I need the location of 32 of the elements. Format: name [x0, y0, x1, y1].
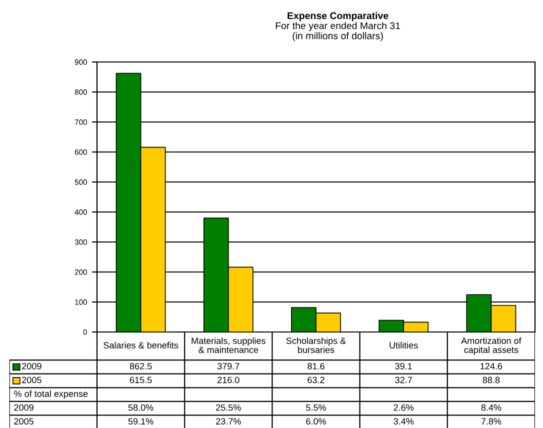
data-label: 39.1 [395, 362, 412, 370]
data-label: 615.5 [130, 376, 152, 384]
data-label: 379.7 [217, 362, 240, 370]
text: 2009 [14, 404, 34, 411]
x-tick-label: Salaries & benefits [104, 342, 178, 349]
x-tick-label: Materials, supplies & maintenance [192, 337, 266, 354]
text: 7.8% [481, 418, 502, 425]
data-label: 63.2 [308, 376, 324, 384]
text: 25.5% [216, 404, 241, 411]
data-label: 81.6 [308, 362, 324, 370]
x-tick-label: Amortization of capital assets [461, 337, 522, 355]
text: 2005 [14, 418, 34, 425]
text: 6.0% [306, 418, 326, 425]
text: 8.4% [481, 404, 502, 411]
data-label: 88.8 [482, 376, 500, 384]
data-label: 216.0 [218, 376, 240, 384]
data-label: 862.5 [130, 362, 152, 370]
text: 58.0% [128, 404, 154, 411]
text: 59.1% [128, 418, 154, 425]
data-label: 32.7 [395, 376, 412, 384]
text: 5.5% [306, 404, 326, 411]
legend-label: 2009 [22, 362, 42, 370]
chart-title: Expense Comparative [288, 12, 388, 22]
text: 2.6% [394, 404, 414, 411]
text: 23.7% [216, 418, 241, 425]
text: % of total expense [14, 390, 88, 399]
data-label: 124.6 [480, 362, 502, 370]
text: 3.4% [394, 418, 414, 425]
legend-label: 2005 [22, 376, 42, 384]
chart-subtitle: For the year ended March 31 (in millions of dollars) [276, 22, 400, 42]
x-tick-label: Scholarships & bursaries [286, 337, 346, 354]
x-tick-label: Utilities [390, 342, 418, 349]
